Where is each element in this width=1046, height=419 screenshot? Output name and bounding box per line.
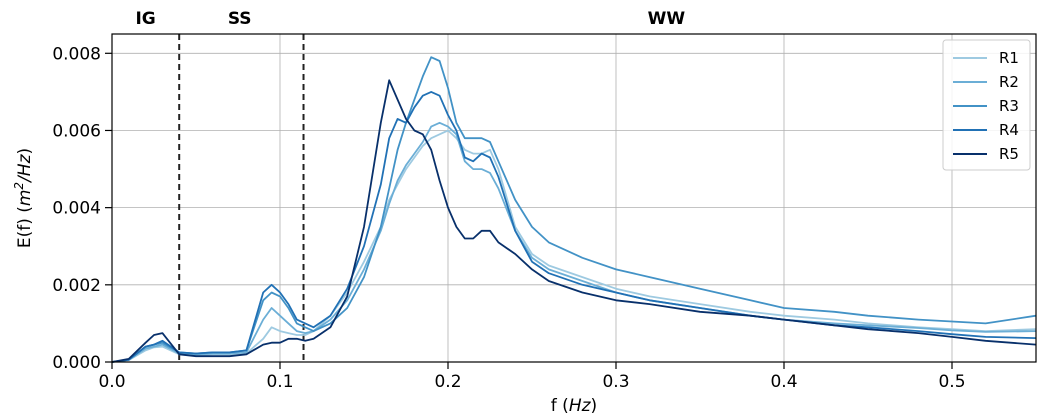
series-line-R5 — [111, 79, 1037, 363]
series-line-R3 — [111, 56, 1037, 363]
series-line-R4 — [111, 91, 1037, 363]
legend-label-R5: R5 — [999, 145, 1019, 163]
plot-frame — [111, 33, 1037, 363]
y-tick-label: 0.006 — [52, 121, 101, 141]
y-tick-label: 0.000 — [52, 353, 101, 373]
band-label-WW: WW — [648, 9, 686, 29]
x-tick-label: 0.4 — [770, 372, 797, 392]
legend-label-R2: R2 — [999, 73, 1019, 91]
grid — [111, 34, 1036, 363]
y-tick-label: 0.008 — [52, 44, 101, 64]
band-labels: IG SS WW — [135, 9, 685, 29]
x-tick-label: 0.5 — [938, 372, 965, 392]
x-tick-label: 0.2 — [434, 372, 461, 392]
legend-label-R4: R4 — [999, 121, 1019, 139]
x-tick-label: 0.0 — [98, 372, 125, 392]
y-tick-label: 0.004 — [52, 199, 101, 219]
y-axis-ticks: 0.000 0.002 0.004 0.006 0.008 — [52, 44, 112, 373]
x-tick-label: 0.3 — [602, 372, 629, 392]
y-tick-label: 0.002 — [52, 276, 101, 296]
x-axis-ticks: 0.0 0.1 0.2 0.3 0.4 0.5 — [98, 362, 966, 392]
legend: R1 R2 R3 R4 R5 — [942, 39, 1031, 171]
y-axis-label: E(f) (m2/Hz) — [12, 148, 35, 248]
band-dividers — [178, 34, 305, 362]
band-label-IG: IG — [135, 9, 155, 29]
series-line-R2 — [111, 121, 1037, 363]
x-tick-label: 0.1 — [266, 372, 293, 392]
band-label-SS: SS — [228, 9, 252, 29]
series-lines — [111, 56, 1037, 363]
x-axis-label: f (Hz) — [551, 396, 597, 416]
legend-label-R3: R3 — [999, 97, 1019, 115]
legend-label-R1: R1 — [999, 49, 1019, 67]
